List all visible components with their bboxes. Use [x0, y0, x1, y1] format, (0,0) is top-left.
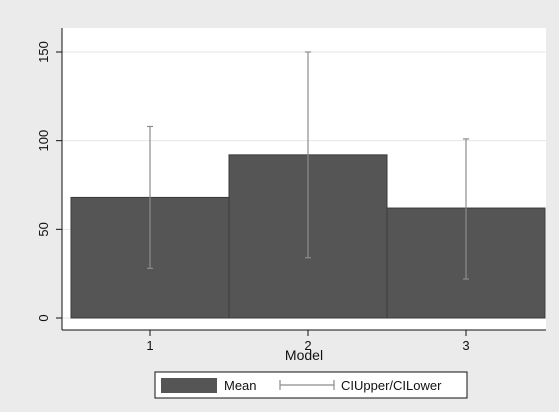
legend-label-ci: CIUpper/CILower [341, 378, 442, 393]
y-ticks: 0 50 100 150 [36, 41, 62, 322]
y-tick-label: 150 [36, 41, 51, 63]
x-tick-label: 2 [304, 338, 311, 353]
x-ticks: 1 2 3 [146, 330, 470, 353]
axes [61, 28, 546, 331]
errorbar-model-1 [147, 125, 153, 269]
x-tick-label: 3 [462, 338, 469, 353]
legend-swatch-mean [161, 378, 217, 393]
y-tick-label: 100 [36, 130, 51, 152]
legend: Mean CIUpper/CILower [154, 371, 468, 399]
legend-label-mean: Mean [224, 378, 257, 393]
errorbar-model-2 [305, 51, 311, 259]
y-tick-label: 50 [36, 222, 51, 236]
x-axis-title: Model [285, 347, 323, 363]
errorbar-model-3 [463, 138, 469, 280]
error-bars [147, 51, 469, 280]
y-tick-label: 0 [36, 314, 51, 321]
x-tick-label: 1 [146, 338, 153, 353]
legend-swatch-ci [279, 380, 335, 390]
